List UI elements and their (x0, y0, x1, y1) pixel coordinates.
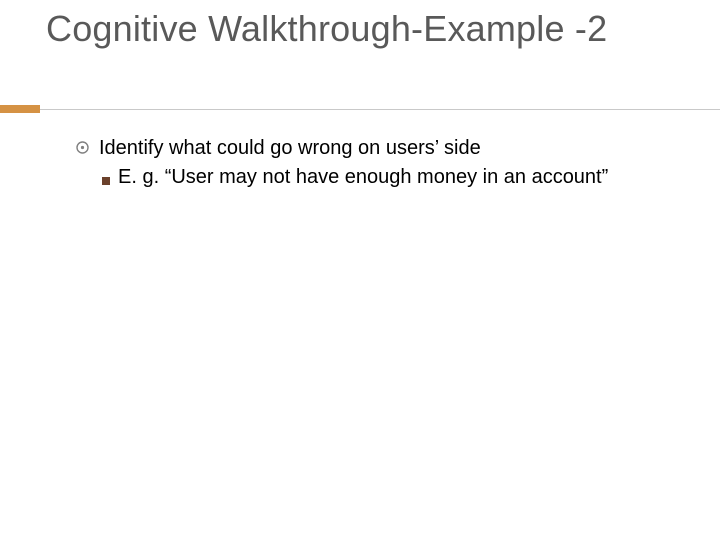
square-icon (102, 172, 110, 180)
sub-bullet-text: E. g. “User may not have enough money in… (118, 165, 608, 190)
page-title: Cognitive Walkthrough-Example -2 (46, 8, 720, 49)
rule-accent (0, 105, 40, 113)
slide-body: Identify what could go wrong on users’ s… (76, 136, 690, 190)
rule-line (0, 109, 720, 110)
bullet-text: Identify what could go wrong on users’ s… (99, 136, 481, 161)
circle-dot-icon (76, 141, 89, 154)
list-item: E. g. “User may not have enough money in… (102, 165, 690, 190)
list-item: Identify what could go wrong on users’ s… (76, 136, 690, 161)
